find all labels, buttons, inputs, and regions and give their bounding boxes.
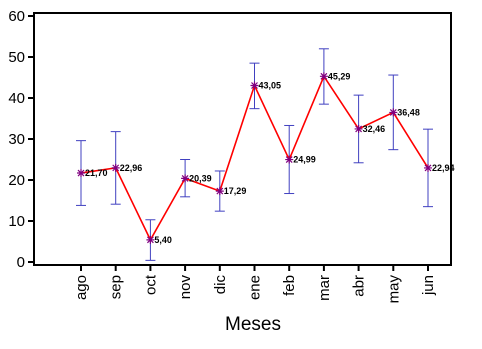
x-axis-title: Meses <box>225 314 281 335</box>
x-tick-label: may <box>385 275 402 304</box>
data-point-marker <box>181 174 190 183</box>
y-tick-label: 20 <box>8 172 25 189</box>
y-tick-label: 40 <box>8 90 25 107</box>
data-point-marker <box>354 124 363 133</box>
data-point-marker <box>319 72 328 81</box>
x-tick-label: abr <box>351 275 368 297</box>
x-tick-label: jun <box>420 275 437 296</box>
data-label: 22,94 <box>432 163 455 173</box>
y-tick-label: 50 <box>8 49 25 66</box>
data-label: 43,05 <box>259 80 282 90</box>
plot-area: 0 10 20 30 40 50 60 ago sep oct nov dic ene feb mar abr… <box>8 8 454 303</box>
x-tick-label: oct <box>142 274 159 295</box>
data-point-marker <box>215 187 224 196</box>
y-tick-label: 0 <box>17 254 25 271</box>
data-label: 17,29 <box>224 186 247 196</box>
x-tick-label: dic <box>212 275 229 295</box>
data-label: 20,39 <box>189 173 212 183</box>
data-point-marker <box>111 163 120 172</box>
data-label: 32,46 <box>363 124 386 134</box>
x-tick-label: ene <box>247 275 264 300</box>
plot-frame <box>33 12 452 266</box>
data-point-marker <box>389 108 398 117</box>
data-label: 24,99 <box>293 155 316 165</box>
data-point-marker <box>285 155 294 164</box>
data-label: 36,48 <box>397 107 420 117</box>
x-tick-label: nov <box>177 275 194 300</box>
data-point-marker <box>146 235 155 244</box>
data-point-marker <box>77 169 85 178</box>
data-point-marker <box>250 81 259 90</box>
x-tick-label: mar <box>316 275 333 301</box>
data-label: 21,70 <box>85 168 108 178</box>
data-label: 22,96 <box>120 163 143 173</box>
x-tick-label: sep <box>108 275 125 299</box>
x-tick-label: feb <box>281 275 298 296</box>
x-tick-label: ago <box>73 275 90 300</box>
y-tick-label: 30 <box>8 131 25 148</box>
y-tick-label: 10 <box>8 213 25 230</box>
y-tick-label: 60 <box>8 8 25 25</box>
data-label: 45,29 <box>328 71 351 81</box>
data-point-marker <box>424 163 432 172</box>
data-label: 5,40 <box>154 235 172 245</box>
